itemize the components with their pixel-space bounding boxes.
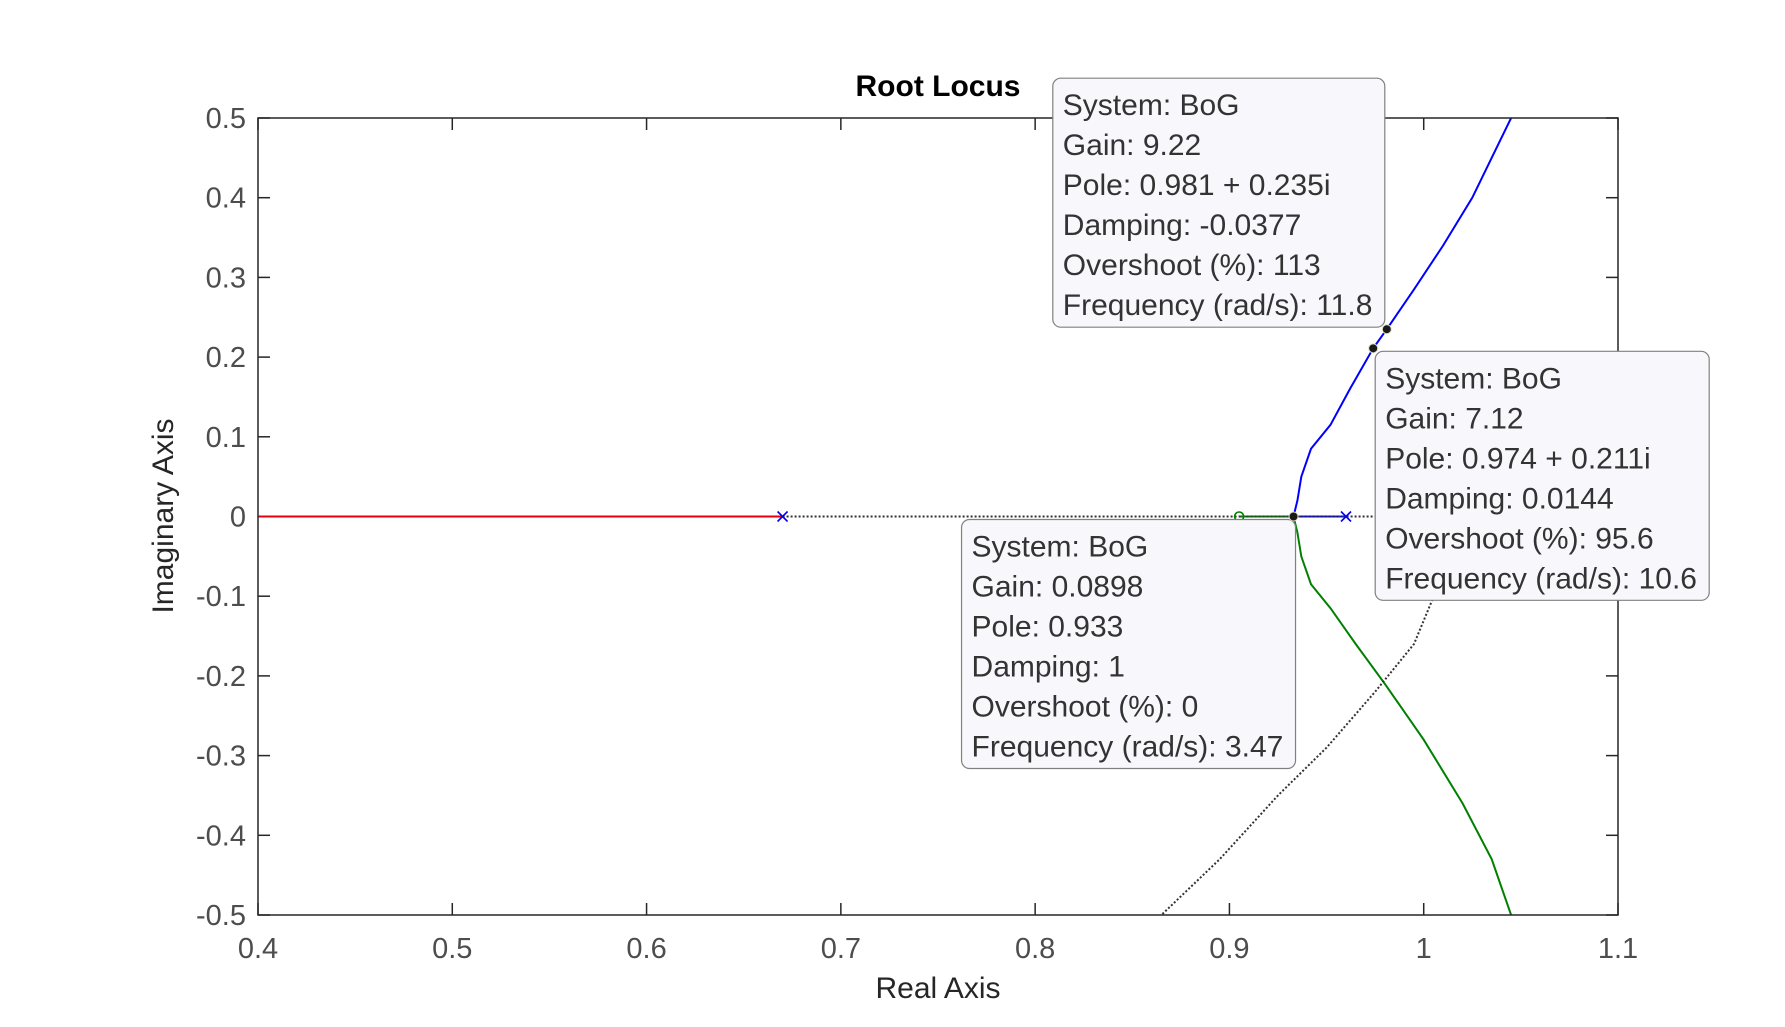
x-axis-ticks: 0.4 0.5 0.6 0.7 0.8 0.9 1 1.1	[238, 118, 1638, 965]
y-axis-label: Imaginary Axis	[147, 418, 180, 613]
x-tick-label: 0.4	[238, 933, 278, 965]
datatip-line: Frequency (rad/s): 10.6	[1385, 562, 1697, 595]
datatip-box	[1052, 77, 1386, 328]
datatip-point[interactable]	[1288, 511, 1299, 522]
x-tick-label: 0.5	[432, 933, 472, 965]
datatip-line: Frequency (rad/s): 3.47	[972, 731, 1284, 764]
series-black-dotted-branch	[782, 515, 1449, 915]
chart-title: Root Locus	[856, 70, 1021, 103]
y-tick-label: 0.2	[206, 342, 246, 374]
y-tick-label: 0.5	[206, 103, 246, 135]
y-tick-label: -0.4	[196, 820, 246, 852]
y-tick-label: 0.1	[206, 422, 246, 454]
datatip-line: System: BoG	[972, 531, 1149, 564]
y-tick-label: -0.5	[196, 900, 246, 932]
datatip-line: Pole: 0.981 + 0.235i	[1063, 169, 1331, 202]
x-tick-label: 1	[1416, 933, 1432, 965]
datatip-line: Overshoot (%): 95.6	[1385, 522, 1653, 555]
y-tick-label: 0.4	[206, 183, 246, 215]
datatip-line: Overshoot (%): 0	[972, 691, 1199, 724]
locus-series	[258, 118, 1513, 915]
datatip-tip2: System: BoG Gain: 9.22 Pole: 0.981 + 0.235…	[1052, 77, 1392, 335]
datatip-line: Gain: 0.0898	[972, 571, 1144, 604]
datatip-tip3: System: BoG Gain: 7.12 Pole: 0.974 + 0.211…	[1368, 343, 1710, 601]
y-tick-label: -0.2	[196, 661, 246, 693]
y-tick-label: 0	[230, 502, 246, 534]
datatip-line: System: BoG	[1385, 362, 1562, 395]
datatip-line: Damping: -0.0377	[1063, 209, 1301, 242]
datatip-box	[1374, 350, 1710, 601]
pole-marker	[777, 510, 789, 523]
datatip-line: Gain: 7.12	[1385, 402, 1523, 435]
datatips: System: BoG Gain: 0.0898 Pole: 0.933 Dampin…	[960, 77, 1710, 770]
y-tick-label: -0.1	[196, 581, 246, 613]
datatip-line: Pole: 0.933	[972, 611, 1124, 644]
datatip-line: Frequency (rad/s): 11.8	[1063, 289, 1373, 322]
y-tick-label: -0.3	[196, 741, 246, 773]
datatip-line: Overshoot (%): 113	[1063, 249, 1321, 282]
y-tick-label: 0.3	[206, 262, 246, 294]
datatip-point[interactable]	[1381, 324, 1392, 335]
datatip-line: Pole: 0.974 + 0.211i	[1385, 442, 1651, 475]
x-tick-label: 1.1	[1598, 933, 1638, 965]
datatip-box	[960, 518, 1297, 770]
datatip-line: Damping: 0.0144	[1385, 482, 1614, 515]
x-tick-label: 0.6	[626, 933, 666, 965]
x-tick-label: 0.8	[1015, 933, 1055, 965]
series-blue-branch	[1292, 118, 1512, 518]
series-green-branch	[1239, 515, 1513, 915]
y-axis-ticks: 0.5 0.4 0.3 0.2 0.1 0 -0.1 -0.2 -0.3 -0.4 -0.5	[196, 103, 1618, 932]
datatip-point[interactable]	[1368, 343, 1379, 354]
datatip-line: System: BoG	[1063, 89, 1240, 122]
x-tick-label: 0.7	[821, 933, 861, 965]
datatip-line: Damping: 1	[972, 651, 1125, 684]
pole-marker	[1340, 510, 1352, 523]
datatip-tip1: System: BoG Gain: 0.0898 Pole: 0.933 Dampin…	[960, 511, 1299, 770]
datatip-line: Gain: 9.22	[1063, 129, 1201, 162]
x-axis-label: Real Axis	[875, 972, 1000, 1005]
x-tick-label: 0.9	[1209, 933, 1249, 965]
